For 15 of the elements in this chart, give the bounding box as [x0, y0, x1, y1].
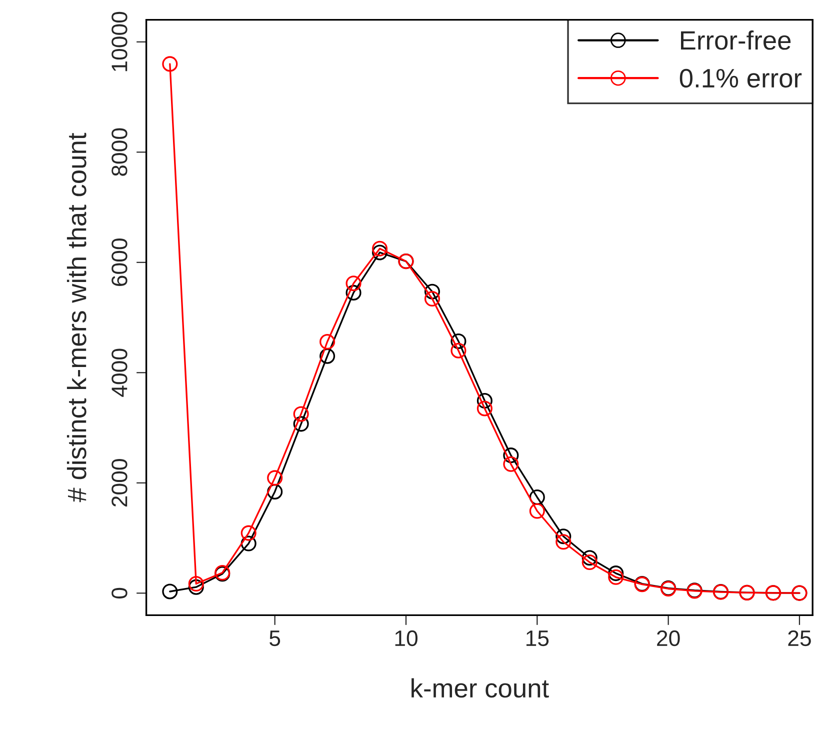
x-axis-title: k-mer count [412, 678, 549, 698]
legend-label: 0.1% error [680, 68, 802, 88]
x-tick-label: 5 [270, 630, 280, 646]
y-tick-label: 4000 [112, 348, 128, 397]
y-tick-label: 6000 [112, 238, 128, 286]
y-tick-label: 0 [112, 588, 128, 598]
x-tick-label: 20 [657, 630, 680, 646]
y-tick-label: 8000 [112, 128, 128, 176]
x-tick-label: 25 [788, 630, 811, 646]
y-tick-label: 2000 [112, 459, 128, 506]
legend-label: Error-free [681, 30, 791, 50]
y-tick-label: 10000 [112, 12, 128, 72]
x-tick-label: 15 [526, 630, 549, 646]
x-tick-label: 10 [395, 630, 418, 646]
y-axis-title: # distinct k-mers with that count [66, 132, 86, 502]
